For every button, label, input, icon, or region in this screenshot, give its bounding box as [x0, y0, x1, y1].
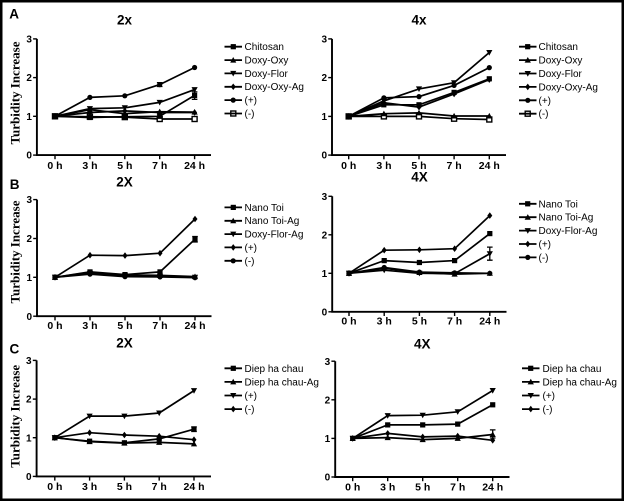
svg-text:5 h: 5 h [117, 160, 132, 172]
svg-text:0 h: 0 h [47, 481, 62, 493]
svg-text:3: 3 [322, 192, 328, 203]
svg-text:5 h: 5 h [117, 320, 132, 332]
svg-text:7 h: 7 h [152, 160, 167, 172]
svg-text:0: 0 [321, 151, 327, 162]
svg-text:Turbidity Increase: Turbidity Increase [7, 200, 22, 303]
svg-text:7 h: 7 h [152, 481, 167, 493]
svg-text:Chitosan: Chitosan [539, 42, 578, 53]
svg-text:(-): (-) [245, 109, 255, 120]
svg-text:Turbidity Increase: Turbidity Increase [7, 365, 22, 468]
svg-text:5 h: 5 h [411, 160, 426, 172]
svg-text:24 h: 24 h [479, 315, 500, 327]
svg-text:5 h: 5 h [117, 481, 132, 493]
svg-text:3: 3 [325, 357, 331, 368]
svg-text:(-): (-) [543, 405, 553, 416]
svg-text:24 h: 24 h [184, 160, 205, 172]
svg-text:4x: 4x [411, 13, 427, 28]
svg-text:0: 0 [322, 307, 328, 318]
svg-text:2: 2 [26, 73, 32, 84]
svg-text:Turbidity Increase: Turbidity Increase [7, 41, 22, 144]
svg-text:7 h: 7 h [152, 320, 167, 332]
svg-text:4X: 4X [414, 336, 431, 351]
svg-text:2: 2 [26, 395, 32, 406]
svg-text:C: C [10, 342, 20, 357]
svg-text:3 h: 3 h [82, 320, 97, 332]
svg-text:2X: 2X [116, 174, 133, 189]
svg-text:1: 1 [26, 273, 32, 284]
svg-text:3 h: 3 h [380, 481, 395, 493]
svg-text:2: 2 [26, 234, 32, 245]
svg-text:24 h: 24 h [479, 160, 500, 172]
svg-text:Doxy-Flor-Ag: Doxy-Flor-Ag [245, 230, 304, 241]
svg-text:1: 1 [325, 434, 331, 445]
svg-text:0: 0 [26, 472, 32, 483]
svg-text:Doxy-Flor: Doxy-Flor [245, 69, 289, 80]
svg-text:1: 1 [26, 112, 32, 123]
svg-text:2: 2 [322, 230, 328, 241]
svg-text:24 h: 24 h [184, 320, 205, 332]
svg-text:A: A [9, 6, 19, 21]
svg-text:(-): (-) [539, 253, 549, 264]
svg-text:3: 3 [321, 35, 327, 46]
svg-text:Doxy-Flor: Doxy-Flor [539, 69, 583, 80]
svg-text:Diep ha chau: Diep ha chau [245, 364, 304, 375]
svg-text:4X: 4X [411, 170, 428, 185]
svg-text:0 h: 0 h [341, 160, 356, 172]
svg-text:7 h: 7 h [450, 481, 465, 493]
svg-text:5 h: 5 h [412, 315, 427, 327]
svg-text:(+): (+) [245, 391, 258, 402]
svg-text:Nano Toi: Nano Toi [245, 203, 284, 214]
svg-text:24 h: 24 h [183, 481, 204, 493]
svg-text:0 h: 0 h [47, 320, 62, 332]
svg-text:0: 0 [325, 473, 331, 484]
svg-text:2x: 2x [117, 13, 133, 28]
svg-text:7 h: 7 h [447, 315, 462, 327]
svg-text:5 h: 5 h [415, 481, 430, 493]
svg-text:3: 3 [26, 356, 32, 367]
svg-text:Diep ha chau-Ag: Diep ha chau-Ag [245, 377, 320, 388]
svg-text:Doxy-Flor-Ag: Doxy-Flor-Ag [539, 226, 598, 237]
svg-text:(-): (-) [245, 405, 255, 416]
svg-text:3: 3 [26, 195, 32, 206]
svg-text:Chitosan: Chitosan [245, 42, 284, 53]
svg-text:Nano Toi-Ag: Nano Toi-Ag [539, 213, 594, 224]
svg-text:0 h: 0 h [345, 481, 360, 493]
svg-text:(-): (-) [539, 109, 549, 120]
svg-text:1: 1 [321, 112, 327, 123]
svg-text:2: 2 [321, 73, 327, 84]
svg-text:(+): (+) [245, 243, 258, 254]
svg-text:3 h: 3 h [82, 160, 97, 172]
svg-text:Nano Toi-Ag: Nano Toi-Ag [245, 216, 300, 227]
svg-text:0 h: 0 h [341, 315, 356, 327]
svg-text:(+): (+) [539, 96, 552, 107]
svg-text:(+): (+) [543, 391, 556, 402]
svg-text:24 h: 24 h [482, 481, 503, 493]
svg-text:3 h: 3 h [377, 315, 392, 327]
svg-text:3: 3 [26, 35, 32, 46]
svg-text:3 h: 3 h [82, 481, 97, 493]
svg-text:Doxy-Oxy-Ag: Doxy-Oxy-Ag [539, 82, 598, 93]
svg-text:7 h: 7 h [447, 160, 462, 172]
svg-text:0: 0 [26, 312, 32, 323]
svg-text:Doxy-Oxy: Doxy-Oxy [539, 56, 583, 67]
svg-text:3 h: 3 h [376, 160, 391, 172]
svg-text:(-): (-) [245, 256, 255, 267]
svg-text:1: 1 [26, 433, 32, 444]
svg-text:0 h: 0 h [47, 160, 62, 172]
svg-text:Doxy-Oxy-Ag: Doxy-Oxy-Ag [245, 82, 304, 93]
svg-text:1: 1 [322, 269, 328, 280]
svg-text:Doxy-Oxy: Doxy-Oxy [245, 56, 289, 67]
svg-text:Nano Toi: Nano Toi [539, 199, 578, 210]
svg-text:(+): (+) [539, 240, 552, 251]
svg-text:0: 0 [26, 151, 32, 162]
svg-text:B: B [10, 177, 20, 192]
svg-text:Diep ha chau: Diep ha chau [543, 364, 602, 375]
svg-text:2X: 2X [116, 335, 133, 350]
svg-text:2: 2 [325, 395, 331, 406]
svg-text:Diep ha chau-Ag: Diep ha chau-Ag [543, 377, 618, 388]
svg-text:(+): (+) [245, 96, 258, 107]
